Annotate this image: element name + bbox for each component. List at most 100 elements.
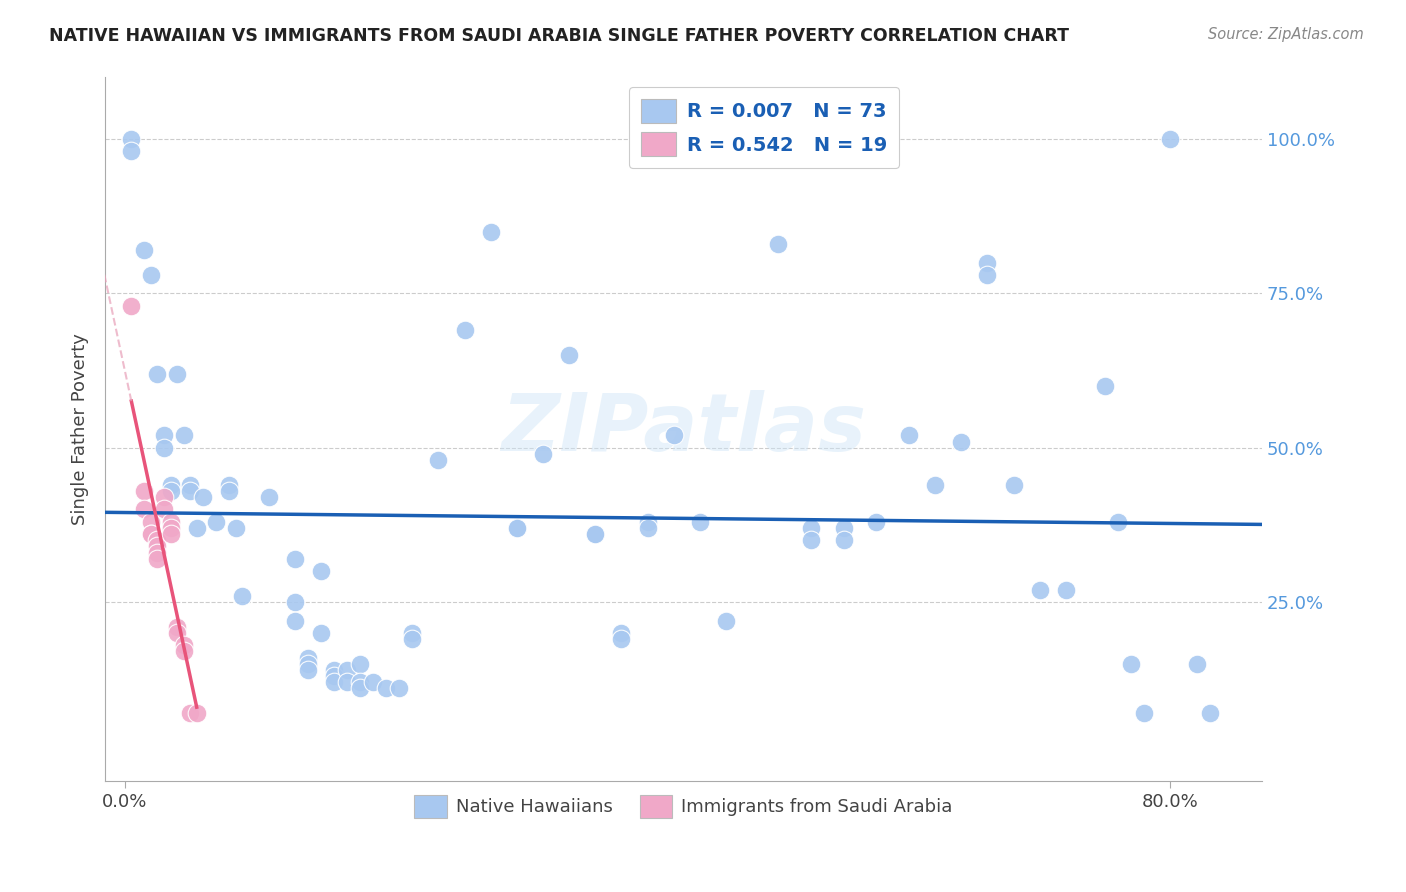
Point (134, 483, 156, 498)
Point (637, 515, 659, 529)
Point (401, 632, 423, 646)
Point (1121, 657, 1143, 671)
Point (309, 626, 332, 640)
Point (800, 521, 823, 535)
Point (218, 483, 240, 498)
Point (159, 527, 181, 541)
Point (898, 428, 921, 442)
Point (453, 323, 475, 337)
Point (323, 663, 346, 677)
Point (193, 490, 215, 504)
Point (173, 644, 195, 658)
Point (1198, 706, 1220, 720)
Point (139, 527, 162, 541)
Point (637, 521, 659, 535)
Point (139, 268, 162, 282)
Point (349, 681, 371, 696)
Point (173, 428, 195, 442)
Point (153, 441, 176, 455)
Point (139, 515, 162, 529)
Point (159, 521, 181, 535)
Point (832, 533, 855, 548)
Point (309, 564, 332, 578)
Point (336, 675, 359, 690)
Point (401, 626, 423, 640)
Point (388, 681, 411, 696)
Point (284, 551, 307, 566)
Point (257, 490, 280, 504)
Point (976, 268, 998, 282)
Point (146, 533, 169, 548)
Point (166, 620, 188, 634)
Point (361, 675, 384, 690)
Point (1185, 657, 1208, 671)
Text: NATIVE HAWAIIAN VS IMMIGRANTS FROM SAUDI ARABIA SINGLE FATHER POVERTY CORRELATIO: NATIVE HAWAIIAN VS IMMIGRANTS FROM SAUDI… (49, 27, 1069, 45)
Point (558, 348, 581, 362)
Point (610, 632, 633, 646)
Point (349, 675, 371, 690)
Point (832, 521, 855, 535)
Point (205, 515, 228, 529)
Point (153, 490, 176, 504)
Point (134, 244, 156, 258)
Point (1159, 132, 1181, 146)
Point (1133, 706, 1156, 720)
Point (1054, 582, 1077, 597)
Point (139, 527, 162, 541)
Point (159, 515, 181, 529)
Point (225, 521, 247, 535)
Point (662, 428, 685, 442)
Point (768, 237, 790, 252)
Text: Source: ZipAtlas.com: Source: ZipAtlas.com (1208, 27, 1364, 42)
Point (375, 681, 398, 696)
Point (1094, 379, 1116, 393)
Point (427, 453, 450, 467)
Point (531, 447, 554, 461)
Point (146, 367, 169, 381)
Point (976, 255, 998, 269)
Point (506, 521, 529, 535)
Point (506, 521, 529, 535)
Point (714, 614, 737, 628)
Point (146, 540, 169, 554)
Point (146, 546, 169, 560)
Point (120, 132, 142, 146)
Point (583, 527, 606, 541)
Point (173, 638, 195, 652)
Point (323, 669, 346, 683)
Point (218, 477, 240, 491)
Point (479, 225, 502, 239)
Point (297, 650, 319, 665)
Legend: Native Hawaiians, Immigrants from Saudi Arabia: Native Hawaiians, Immigrants from Saudi … (408, 789, 960, 825)
Point (166, 367, 188, 381)
Text: ZIPatlas: ZIPatlas (501, 390, 866, 468)
Point (297, 657, 319, 671)
Point (865, 515, 887, 529)
Point (284, 614, 307, 628)
Point (179, 483, 201, 498)
Point (950, 434, 973, 449)
Point (179, 477, 201, 491)
Point (146, 551, 169, 566)
Point (323, 675, 346, 690)
Point (159, 483, 181, 498)
Point (800, 533, 823, 548)
Point (186, 706, 208, 720)
Point (284, 595, 307, 609)
Point (336, 663, 359, 677)
Point (231, 589, 253, 603)
Point (166, 626, 188, 640)
Point (186, 521, 208, 535)
Point (1107, 515, 1129, 529)
Point (1028, 582, 1050, 597)
Point (297, 663, 319, 677)
Point (1002, 477, 1025, 491)
Point (349, 657, 371, 671)
Point (153, 502, 176, 516)
Y-axis label: Single Father Poverty: Single Father Poverty (72, 334, 89, 525)
Point (179, 706, 201, 720)
Point (134, 502, 156, 516)
Point (120, 145, 142, 159)
Point (120, 299, 142, 313)
Point (689, 515, 711, 529)
